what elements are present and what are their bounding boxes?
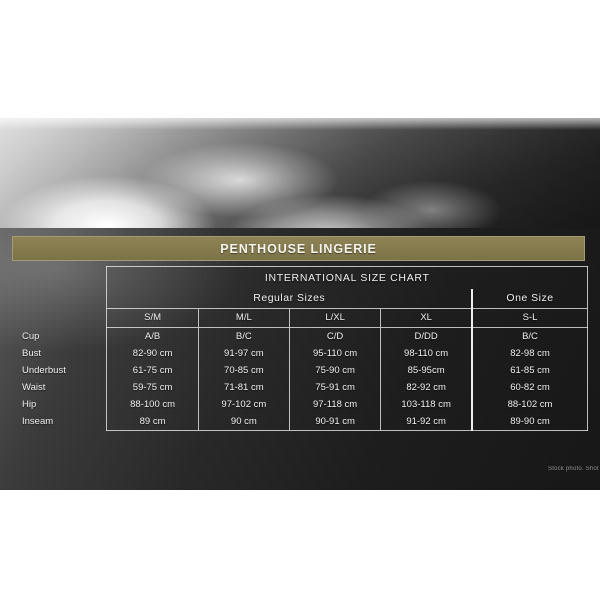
size-chart-table: INTERNATIONAL SIZE CHART Regular Sizes O… [8, 266, 589, 431]
row-label-cup: Cup [22, 330, 40, 342]
cell-hip-ml: 97-102 cm [197, 396, 290, 413]
cell-waist-lxl: 75-91 cm [288, 379, 381, 396]
cell-underbust-xl: 85-95cm [380, 362, 473, 379]
table-header-row-groups: Regular Sizes One Size [8, 289, 589, 309]
table-row: Inseam 89 cm 90 cm 90-91 cm 91-92 cm 89-… [8, 413, 589, 431]
size-header-xl: XL [380, 308, 473, 328]
cell-bust-lxl: 95-110 cm [288, 345, 381, 362]
table-header-row-sizes: S/M M/L L/XL XL S-L [8, 308, 589, 328]
size-chart-table-wrap: INTERNATIONAL SIZE CHART Regular Sizes O… [0, 266, 600, 431]
table-row: Bust 82-90 cm 91-97 cm 95-110 cm 98-110 … [8, 345, 589, 362]
table-header-row-title: INTERNATIONAL SIZE CHART [8, 266, 588, 290]
size-corner-cell [8, 309, 107, 328]
cell-waist-sl: 60-82 cm [471, 379, 589, 396]
cell-underbust-sm: 61-75 cm [106, 362, 199, 379]
stock-photo-credit: Stock photo. Shot [548, 466, 599, 472]
cell-underbust-ml: 70-85 cm [197, 362, 290, 379]
cell-bust-sm: 82-90 cm [106, 345, 199, 362]
cell-waist-xl: 82-92 cm [380, 379, 473, 396]
cell-hip-sm: 88-100 cm [106, 396, 199, 413]
cell-cup-lxl: C/D [288, 327, 381, 345]
row-label-underbust: Underbust [22, 365, 66, 376]
row-label-waist: Waist [22, 382, 46, 393]
row-label-hip: Hip [22, 399, 37, 410]
cell-hip-xl: 103-118 cm [380, 396, 473, 413]
cell-inseam-lxl: 90-91 cm [288, 413, 381, 431]
row-label-bust: Bust [22, 348, 42, 359]
cell-underbust-sl: 61-85 cm [471, 362, 589, 379]
cell-bust-ml: 91-97 cm [197, 345, 290, 362]
cell-hip-lxl: 97-118 cm [288, 396, 381, 413]
product-photo-band [0, 118, 600, 240]
size-header-sm: S/M [106, 308, 199, 328]
cell-cup-ml: B/C [197, 327, 290, 345]
group-header-one-size: One Size [471, 289, 589, 309]
group-corner-cell [8, 289, 107, 309]
cell-cup-sm: A/B [106, 327, 199, 345]
table-row: Underbust 61-75 cm 70-85 cm 75-90 cm 85-… [8, 362, 589, 379]
size-chart-panel: PENTHOUSE LINGERIE INTERNATIONAL SIZE CH… [0, 228, 600, 490]
cell-hip-sl: 88-102 cm [471, 396, 589, 413]
brand-title: PENTHOUSE LINGERIE [220, 241, 377, 256]
brand-banner: PENTHOUSE LINGERIE [12, 236, 585, 261]
header-corner-cell [8, 267, 107, 290]
table-row: Hip 88-100 cm 97-102 cm 97-118 cm 103-11… [8, 396, 589, 413]
cell-bust-xl: 98-110 cm [380, 345, 473, 362]
bottom-whitespace [0, 490, 600, 600]
table-row: Waist 59-75 cm 71-81 cm 75-91 cm 82-92 c… [8, 379, 589, 396]
group-header-regular-sizes: Regular Sizes [106, 289, 473, 309]
row-label-inseam: Inseam [22, 416, 54, 428]
cell-inseam-sm: 89 cm [106, 413, 199, 431]
cell-inseam-xl: 91-92 cm [380, 413, 473, 431]
cell-waist-sm: 59-75 cm [106, 379, 199, 396]
size-header-lxl: L/XL [288, 308, 381, 328]
cell-inseam-sl: 89-90 cm [471, 413, 589, 431]
cell-bust-sl: 82-98 cm [471, 345, 589, 362]
cell-inseam-ml: 90 cm [197, 413, 290, 431]
cell-cup-xl: D/DD [380, 327, 473, 345]
size-header-ml: M/L [197, 308, 290, 328]
cell-underbust-lxl: 75-90 cm [288, 362, 381, 379]
size-header-sl: S-L [471, 308, 589, 328]
cell-cup-sl: B/C [471, 327, 589, 345]
table-row: Cup A/B B/C C/D D/DD B/C [8, 327, 589, 345]
chart-main-title: INTERNATIONAL SIZE CHART [106, 266, 588, 289]
cell-waist-ml: 71-81 cm [197, 379, 290, 396]
